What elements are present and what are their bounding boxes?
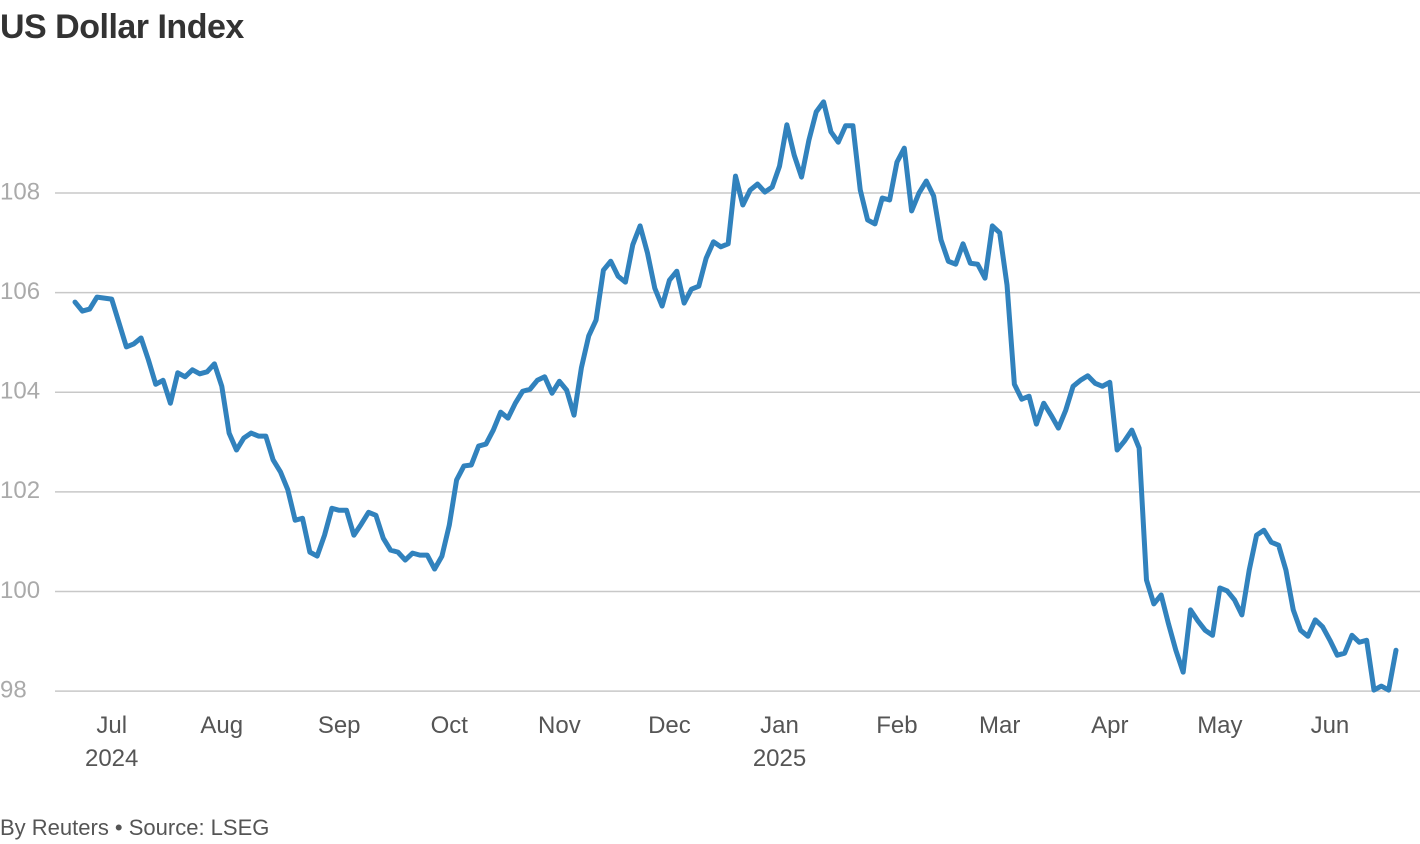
x-tick-label: Apr xyxy=(1091,712,1129,739)
x-tick-label: Oct xyxy=(430,712,468,739)
y-tick-label: 106 xyxy=(0,278,40,305)
x-tick-label: Mar xyxy=(979,712,1021,739)
x-tick-label: Jul 2024 xyxy=(84,712,139,772)
y-tick-label: 108 xyxy=(0,178,40,205)
y-tick-label: 98 xyxy=(0,676,27,703)
y-tick-label: 100 xyxy=(0,577,40,604)
x-tick-label: Sep xyxy=(317,712,361,739)
y-tick-label: 102 xyxy=(0,477,40,504)
chart-title: US Dollar Index xyxy=(0,8,244,46)
data-line xyxy=(72,99,1399,693)
x-tick-label: Jan 2025 xyxy=(752,712,807,772)
source-note: By Reuters • Source: LSEG xyxy=(0,815,270,840)
x-tick-label: Nov xyxy=(538,712,581,739)
x-tick-label: Feb xyxy=(876,712,918,739)
y-tick-label: 104 xyxy=(0,378,40,405)
x-tick-label: Dec xyxy=(648,712,691,739)
x-tick-label: May xyxy=(1197,712,1243,739)
x-tick-label: Aug xyxy=(200,712,244,739)
x-tick-label: Jun xyxy=(1310,712,1350,739)
